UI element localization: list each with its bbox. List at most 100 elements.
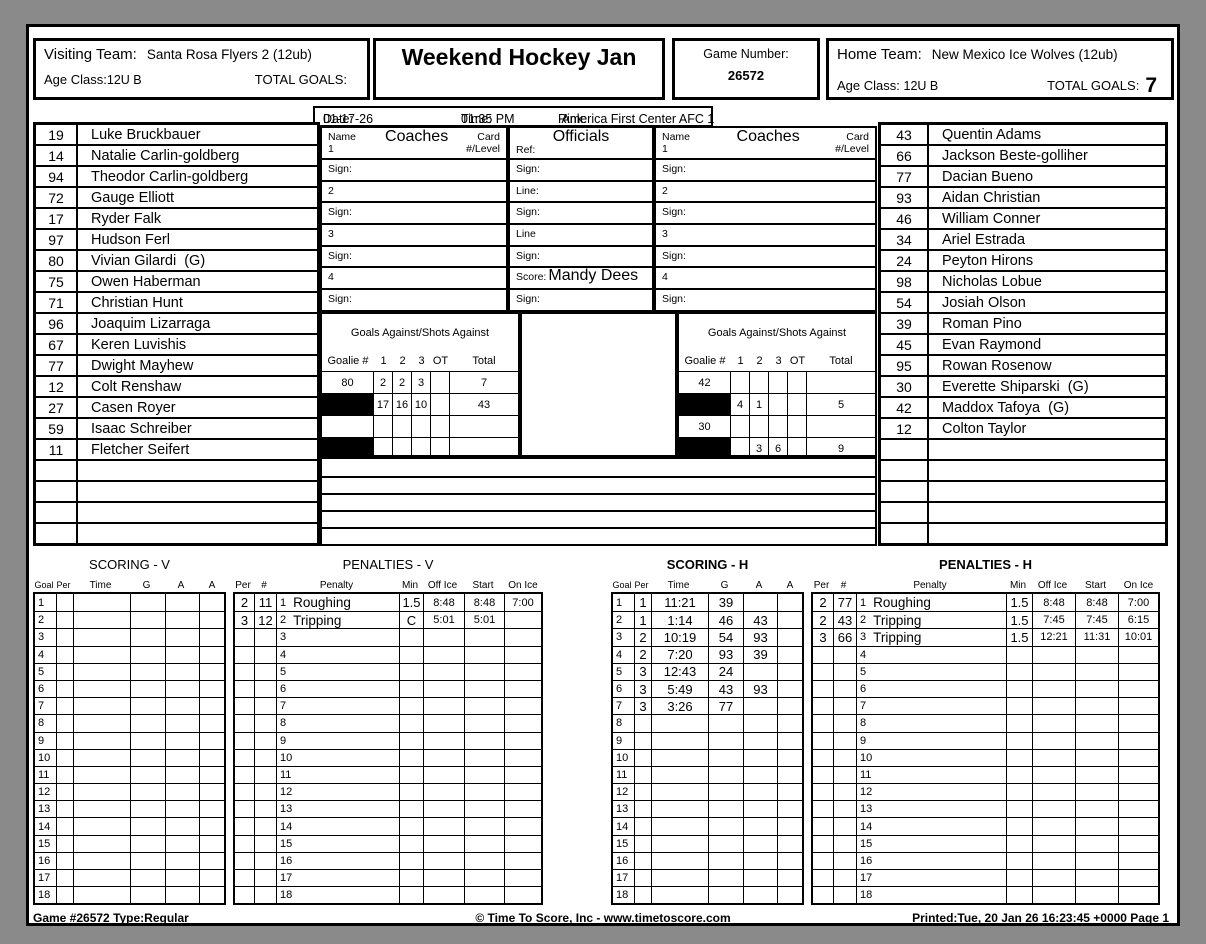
ga-value-cell [431,372,450,393]
goal-number: 5 [613,663,635,680]
off-ice-cell [424,680,465,698]
middle-blank-rows [320,457,877,546]
player-name [78,503,317,522]
penalty-period-cell [235,663,255,680]
assist-cell: 39 [744,646,778,663]
period-cell [57,663,74,680]
scoring-row: 4 2 7:20 93 39 [613,645,802,663]
time-cell [652,766,709,784]
ga-row [322,415,518,437]
goal-scorer-cell [709,766,744,784]
ga-value-cell: 9 [837,442,845,455]
goal-scorer-cell [709,835,744,852]
officials-panel: Officials Ref: Sign: Line: Sign: Line Sign: S… [508,126,654,312]
penalty-player-cell [255,852,277,869]
penalty-min-cell [1007,766,1033,784]
visiting-coaches-panel: Name Coaches Card 1 #/Level Sign: 2 Sign: 3… [320,126,508,312]
time-cell [652,835,709,852]
time-cell [74,766,131,784]
period-cell [57,612,74,629]
coach-number-row: 2 [322,179,506,202]
roster-row: 71 Christian Hunt [36,291,317,312]
player-number: 27 [36,398,78,417]
ga-row: 80 2 2 3 7 [322,371,518,393]
column-header: Per [813,579,830,591]
penalty-period-cell [813,749,834,766]
roster-row: 11 Fletcher Seifert [36,438,317,459]
official-row: Sign: [510,158,652,180]
official-row: Sign: [510,244,652,267]
period-cell: 2 [635,629,652,646]
penalty-row-number: 16 [860,854,873,867]
player-name: Vivian Gilardi (G) [91,252,206,269]
blank-row [322,476,875,493]
penalty-min-cell [400,784,424,801]
player-number: 93 [881,188,929,207]
penalty-player-cell: 11 [255,594,277,612]
column-header: G [142,579,151,591]
period-cell [57,749,74,766]
time-cell: 3:26 [652,698,709,715]
assist-cell: 93 [744,629,778,646]
penalty-name-cell: 3 Tripping [857,629,1007,646]
scoring-row: 10 [613,748,802,766]
penalty-row: 18 [235,886,541,904]
assist-cell [200,698,224,714]
on-ice-cell [1119,733,1158,749]
penalty-row-number: 9 [860,734,867,747]
roster-row: 67 Keren Luvishis [36,333,317,354]
period-cell [57,646,74,663]
assist-cell [166,663,200,680]
ga-column-header: 2 [399,355,406,367]
off-ice-cell [1033,870,1076,887]
goal-scorer-cell [709,818,744,835]
penalty-name-cell: 13 [857,801,1007,818]
player-name: Roman Pino [942,315,1022,332]
time-cell [652,887,709,904]
period-cell [57,887,74,904]
scoring-row: 8 [613,714,802,732]
assist-cell [778,715,802,731]
roster-row: 27 Casen Royer [36,396,317,417]
start-cell [465,646,505,663]
ga-value-cell [374,438,393,459]
on-ice-cell [505,629,541,645]
player-name: Dwight Mayhew [91,357,194,374]
start-cell [1076,732,1119,749]
assist-cell [200,664,224,680]
penalty-player-cell [834,749,857,766]
off-ice-cell [1033,818,1076,835]
player-number [881,461,929,480]
assist-cell [744,870,778,887]
game-number-box: Game Number: 26572 [672,38,820,100]
column-header: Min [401,579,419,591]
roster-row: 14 Natalie Carlin-goldberg [36,144,317,165]
assist-cell [778,629,802,645]
off-ice-cell [424,766,465,784]
roster-row: 19 Luke Bruckbauer [36,125,317,144]
period-cell [635,749,652,766]
penalty-row: 2 77 1 Roughing 1.5 8:48 8:48 7:00 [813,594,1158,612]
penalty-name-cell: 4 [857,646,1007,663]
ga-value-cell: 43 [477,398,491,411]
assist-cell [200,801,224,817]
off-ice-cell [424,887,465,904]
penalty-name: Roughing [873,595,931,611]
penalty-player-cell [834,801,857,818]
penalties-body: 2 77 1 Roughing 1.5 8:48 8:48 7:00 2 43 2 Tripping 1… [811,592,1160,906]
goal-number: 15 [613,835,635,852]
time-cell: 5:49 [652,680,709,698]
goal-number: 7 [613,698,635,715]
period-cell [57,801,74,818]
start-cell [465,680,505,698]
penalties-column-headers: Per # Penalty Min Off Ice Start On Ice [811,578,1160,592]
penalty-player-cell [834,835,857,852]
assist-cell [778,784,802,800]
penalty-min-cell: C [400,612,424,629]
period-cell: 3 [635,680,652,698]
ga-value-cell [393,416,412,437]
penalty-min-cell [1007,646,1033,663]
penalty-min-cell: 1.5 [1007,629,1033,646]
assist-cell [200,750,224,766]
coach-sign-row: Sign: [322,288,506,310]
